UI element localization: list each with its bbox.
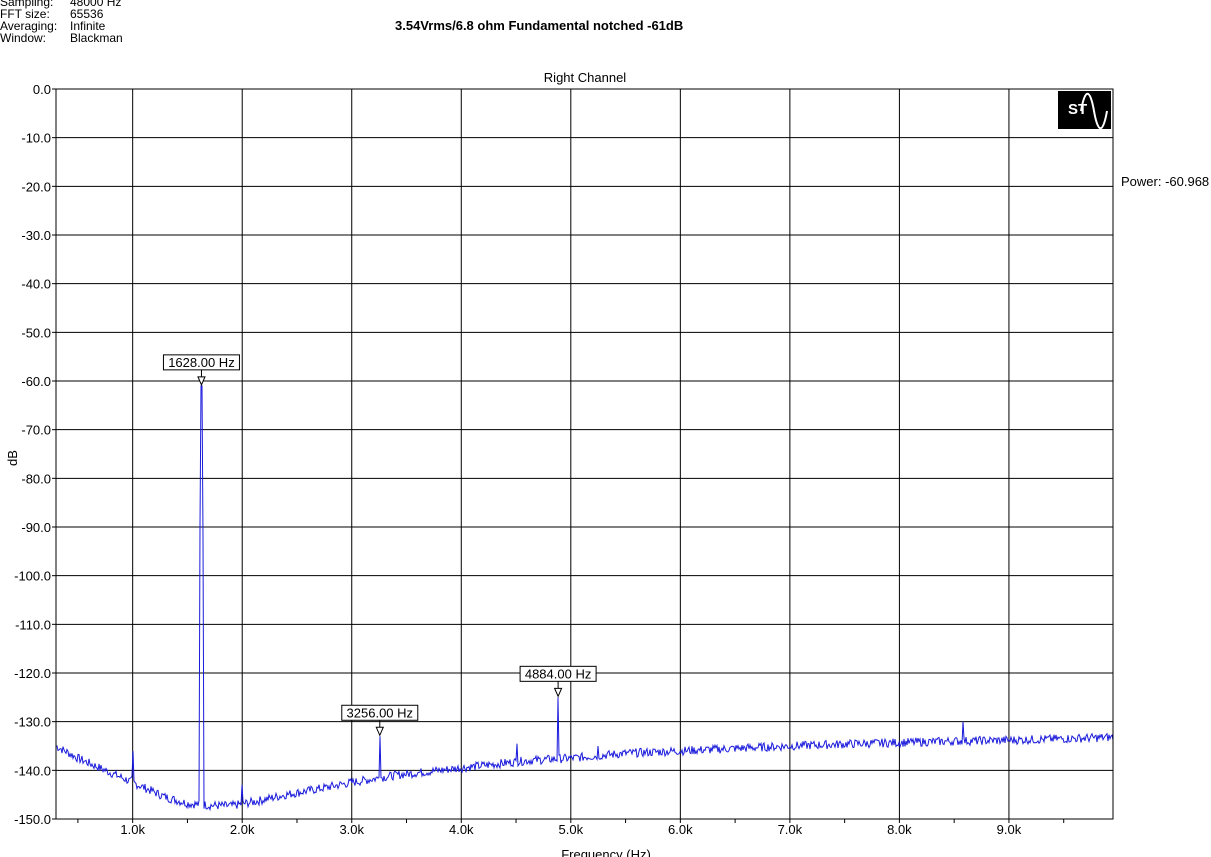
y-tick-label: -140.0 [14,763,51,778]
sine-wave-icon [1080,92,1108,130]
tick-labels: 0.0 -10.0 -20.0 -30.0 -40.0 -50.0 -60.0 -70.0 -8… [14,82,1065,837]
x-tick-label: 2.0k [230,822,255,837]
y-tick-label: 0.0 [33,82,51,97]
y-tick-label: -110.0 [15,617,51,632]
y-tick-label: -60.0 [21,374,51,389]
y-tick-label: -30.0 [21,228,51,243]
spectrum-trace [55,385,1114,812]
y-tick-label: -120.0 [14,666,51,681]
peak-marker: 3256.00 Hz [341,704,419,737]
peak-pointer [375,726,385,737]
peak-markers: 1628.00 Hz 3256.00 Hz 4884.00 Hz [162,354,597,737]
y-axis-label: dB [5,450,20,466]
info-row-window: Window: Blackman [0,32,123,44]
info-label: Sampling: [0,0,54,9]
info-row-fft-size: FFT size: 65536 [0,8,123,20]
y-tick-label: -20.0 [21,179,51,194]
y-tick-label: -10.0 [21,131,51,146]
x-tick-label: 5.0k [559,822,584,837]
x-tick-label: 1.0k [120,822,145,837]
chart-title: Right Channel [544,70,626,85]
measurement-info: Sampling: 48000 Hz FFT size: 65536 Averagi… [0,0,123,44]
grid [56,88,1113,820]
x-tick-label: 8.0k [887,822,912,837]
x-tick-label: 4.0k [449,822,474,837]
info-value: Infinite [70,19,106,33]
plot-frame [55,88,1114,820]
x-tick-label: 3.0k [339,822,364,837]
y-tick-label: -150.0 [14,812,51,827]
peak-label: 1628.00 Hz [168,355,235,370]
logo: ST [1058,91,1111,130]
x-axis-label: Frequency (Hz) [561,847,651,857]
x-tick-label: 9.0k [997,822,1022,837]
peak-pointer [197,376,206,387]
power-readout: Power: -60.968 [1121,174,1210,189]
peak-label: 4884.00 Hz [525,666,592,681]
logo-letters: ST [1068,101,1087,118]
y-tick-label: -70.0 [21,423,51,438]
main-title: 3.54Vrms/6.8 ohm Fundamental notched -61… [395,18,684,33]
info-label: FFT size: [0,7,50,21]
x-tick-label: 7.0k [778,822,803,837]
info-row-sampling: Sampling: 48000 Hz [0,0,123,8]
peak-marker: 1628.00 Hz [162,354,240,387]
y-tick-label: -80.0 [21,471,51,486]
peak-marker: 4884.00 Hz [519,665,597,698]
info-label: Averaging: [0,19,58,33]
y-tick-label: -130.0 [14,715,51,730]
y-tick-label: -50.0 [21,325,51,340]
info-label: Window: [0,31,47,45]
y-tick-label: -40.0 [21,277,51,292]
peak-label-box [341,704,419,721]
info-value: 48000 Hz [70,0,122,9]
peak-label: 3256.00 Hz [347,705,414,720]
peak-label-box [519,665,597,682]
x-tick-label: 6.0k [668,822,693,837]
y-tick-label: -90.0 [21,520,51,535]
info-value: 65536 [70,7,104,21]
y-tick-label: -100.0 [14,569,51,584]
spectrum-line [55,385,1114,812]
info-row-averaging: Averaging: Infinite [0,20,123,32]
peak-pointer [553,687,563,698]
peak-label-box [162,354,240,371]
info-value: Blackman [70,31,123,45]
